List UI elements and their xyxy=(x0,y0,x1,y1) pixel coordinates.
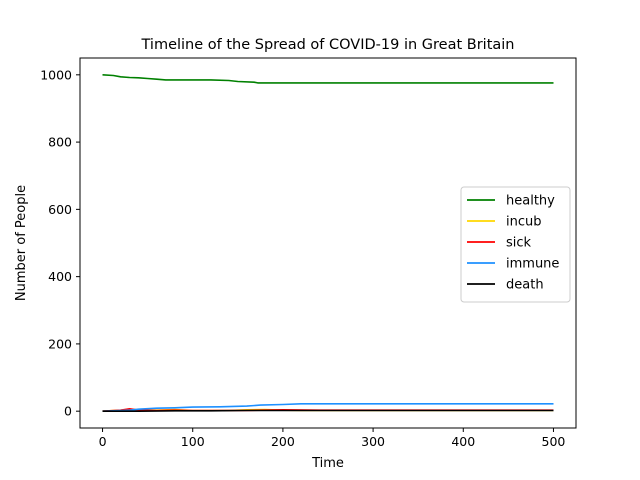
series-line-immune xyxy=(102,403,554,412)
legend-label-sick: sick xyxy=(506,236,532,251)
y-tick-label: 1000 xyxy=(40,67,72,82)
legend-label-death: death xyxy=(506,278,544,293)
y-tick-label: 400 xyxy=(48,269,72,284)
legend: healthy incub sick immune death xyxy=(460,186,571,303)
x-tick-label: 400 xyxy=(451,434,475,449)
legend-label-incub: incub xyxy=(506,215,542,230)
axes-frame xyxy=(79,57,577,429)
series-line-healthy xyxy=(102,74,554,84)
legend-label-healthy: healthy xyxy=(506,194,555,209)
y-tick-label: 200 xyxy=(48,336,72,351)
x-tick-label: 300 xyxy=(361,434,385,449)
chart-title: Timeline of the Spread of COVID-19 in Gr… xyxy=(141,37,515,53)
y-tick-label: 600 xyxy=(48,202,72,217)
y-axis-label: Number of People xyxy=(14,185,29,301)
x-tick-label: 0 xyxy=(99,434,107,449)
legend-label-immune: immune xyxy=(506,257,559,272)
legend-box xyxy=(460,186,571,303)
plot-area xyxy=(102,74,554,412)
x-axis: 0 100 200 300 400 500 xyxy=(99,428,566,449)
x-axis-label: Time xyxy=(311,456,344,471)
series-line-death xyxy=(102,409,554,412)
x-tick-label: 100 xyxy=(181,434,205,449)
y-axis: 0 200 400 600 800 1000 xyxy=(40,67,80,419)
y-tick-label: 0 xyxy=(64,404,72,419)
x-tick-label: 200 xyxy=(271,434,295,449)
x-tick-label: 500 xyxy=(542,434,566,449)
y-tick-label: 800 xyxy=(48,135,72,150)
